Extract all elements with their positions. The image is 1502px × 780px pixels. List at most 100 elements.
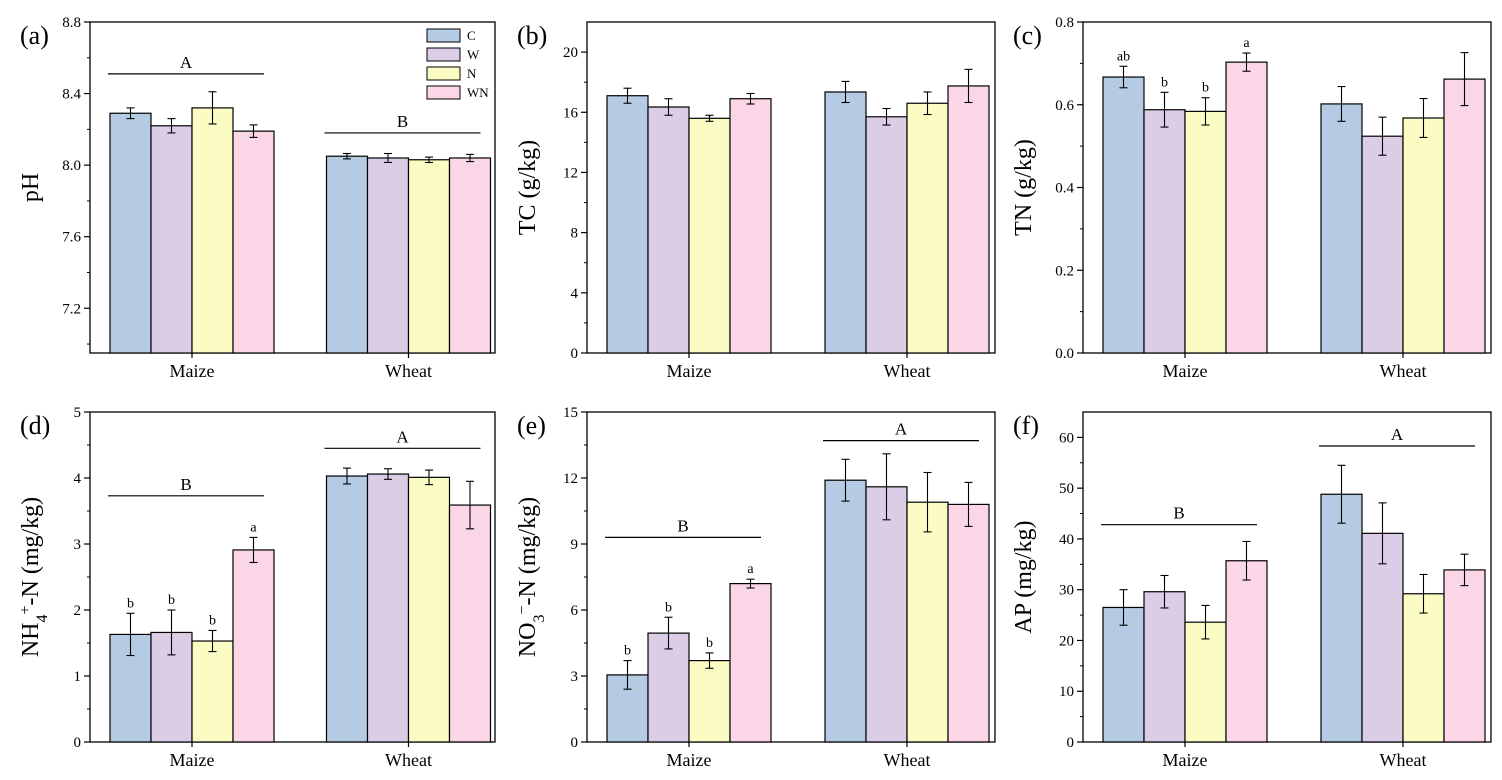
bar-wheat-c — [325, 155, 369, 354]
bar-wheat-c — [1320, 493, 1363, 743]
bar-wheat-c — [325, 475, 369, 743]
plot-frame — [586, 21, 996, 354]
x-tick-label: Maize — [170, 750, 215, 770]
plot-frame — [89, 21, 496, 354]
significance-letter: b — [1202, 81, 1209, 96]
y-tick-label: 6 — [571, 603, 579, 619]
y-tick-label: 30 — [1059, 583, 1074, 599]
x-tick-label: Maize — [667, 750, 712, 770]
legend-label: W — [467, 47, 480, 62]
y-axis-label: AP (mg/kg) — [1011, 520, 1037, 633]
bar-maize-c — [1102, 606, 1145, 743]
bar-maize-n — [688, 117, 731, 354]
y-tick-label: 0 — [74, 735, 82, 751]
y-tick-label: 9 — [571, 537, 579, 553]
y-tick-label: 0.8 — [1055, 15, 1074, 31]
significance-letter: ab — [1117, 49, 1130, 64]
panel-label: (a) — [20, 21, 49, 50]
group-letter: A — [180, 53, 193, 72]
y-tick-label: 12 — [563, 165, 578, 181]
y-tick-label: 12 — [563, 471, 578, 487]
bar-wheat-wn — [1443, 78, 1486, 354]
y-tick-label: 20 — [563, 45, 578, 61]
bar-maize-w — [1143, 109, 1186, 354]
x-tick-label: Wheat — [884, 361, 931, 381]
bar-maize-n — [191, 640, 234, 743]
panel-label: (d) — [20, 411, 50, 440]
group-letter: B — [1173, 504, 1184, 523]
y-tick-label: 50 — [1059, 481, 1074, 497]
bar-maize-w — [647, 632, 690, 743]
y-tick-label: 4 — [571, 286, 579, 302]
bar-maize-w — [1143, 591, 1186, 743]
y-tick-label: 1 — [74, 669, 82, 685]
y-tick-label: 3 — [74, 537, 82, 553]
bar-maize-c — [109, 112, 152, 354]
y-tick-label: 0.6 — [1055, 98, 1074, 114]
bar-maize-wn — [232, 549, 275, 743]
y-tick-label: 60 — [1059, 430, 1074, 446]
panel-label: (c) — [1013, 21, 1042, 50]
significance-letter: a — [250, 520, 257, 535]
significance-letter: b — [127, 596, 134, 611]
y-axis-label: NH4+-N (mg/kg) — [17, 497, 51, 657]
bar-maize-n — [688, 659, 731, 743]
y-tick-label: 5 — [74, 405, 82, 421]
y-tick-label: 4 — [74, 471, 82, 487]
significance-letter: b — [665, 600, 672, 615]
y-tick-label: 16 — [563, 105, 579, 121]
x-tick-label: Wheat — [385, 361, 432, 381]
y-tick-label: 8 — [571, 226, 579, 242]
panel-label: (b) — [517, 21, 547, 50]
legend-swatch-w — [426, 47, 461, 62]
y-tick-label: 3 — [571, 669, 579, 685]
y-axis-label: TC (g/kg) — [515, 140, 541, 235]
bar-wheat-wn — [1443, 569, 1486, 743]
group-letter: B — [180, 475, 191, 494]
bar-wheat-w — [865, 116, 908, 354]
bar-maize-wn — [232, 130, 275, 354]
bar-maize-n — [1184, 621, 1227, 743]
bar-wheat-wn — [947, 503, 990, 743]
y-tick-label: 0.0 — [1055, 346, 1074, 362]
bar-wheat-n — [1402, 593, 1445, 743]
y-tick-label: 7.6 — [62, 230, 81, 246]
bar-wheat-w — [865, 486, 908, 743]
y-axis-label: pH — [18, 173, 44, 202]
x-tick-label: Maize — [170, 361, 215, 381]
significance-letter: b — [168, 593, 175, 608]
bar-wheat-w — [1361, 532, 1404, 743]
bar-wheat-c — [824, 91, 867, 354]
group-letter: A — [1391, 425, 1404, 444]
bar-wheat-w — [366, 473, 410, 743]
plot-frame — [1082, 411, 1492, 743]
legend-label: N — [467, 66, 477, 81]
bar-wheat-n — [407, 159, 451, 354]
y-tick-label: 7.2 — [62, 301, 81, 317]
significance-letter: b — [1161, 75, 1168, 90]
legend-label: C — [467, 28, 476, 43]
legend-swatch-wn — [426, 85, 461, 100]
y-tick-label: 15 — [563, 405, 578, 421]
y-axis-label: TN (g/kg) — [1011, 139, 1037, 236]
bar-maize-c — [1102, 76, 1145, 354]
group-letter: A — [396, 427, 409, 446]
legend-swatch-c — [426, 28, 461, 43]
y-tick-label: 0 — [1067, 735, 1075, 751]
y-tick-label: 0.4 — [1055, 181, 1074, 197]
bar-maize-n — [1184, 110, 1227, 354]
panel-label: (f) — [1013, 411, 1039, 440]
panel-label: (e) — [517, 411, 546, 440]
x-tick-label: Wheat — [385, 750, 432, 770]
y-tick-label: 0 — [571, 346, 579, 362]
bar-maize-wn — [1225, 560, 1268, 743]
y-tick-label: 40 — [1059, 532, 1074, 548]
x-tick-label: Wheat — [1380, 361, 1427, 381]
y-tick-label: 20 — [1059, 633, 1074, 649]
x-tick-label: Maize — [1163, 361, 1208, 381]
bar-wheat-wn — [947, 85, 990, 354]
